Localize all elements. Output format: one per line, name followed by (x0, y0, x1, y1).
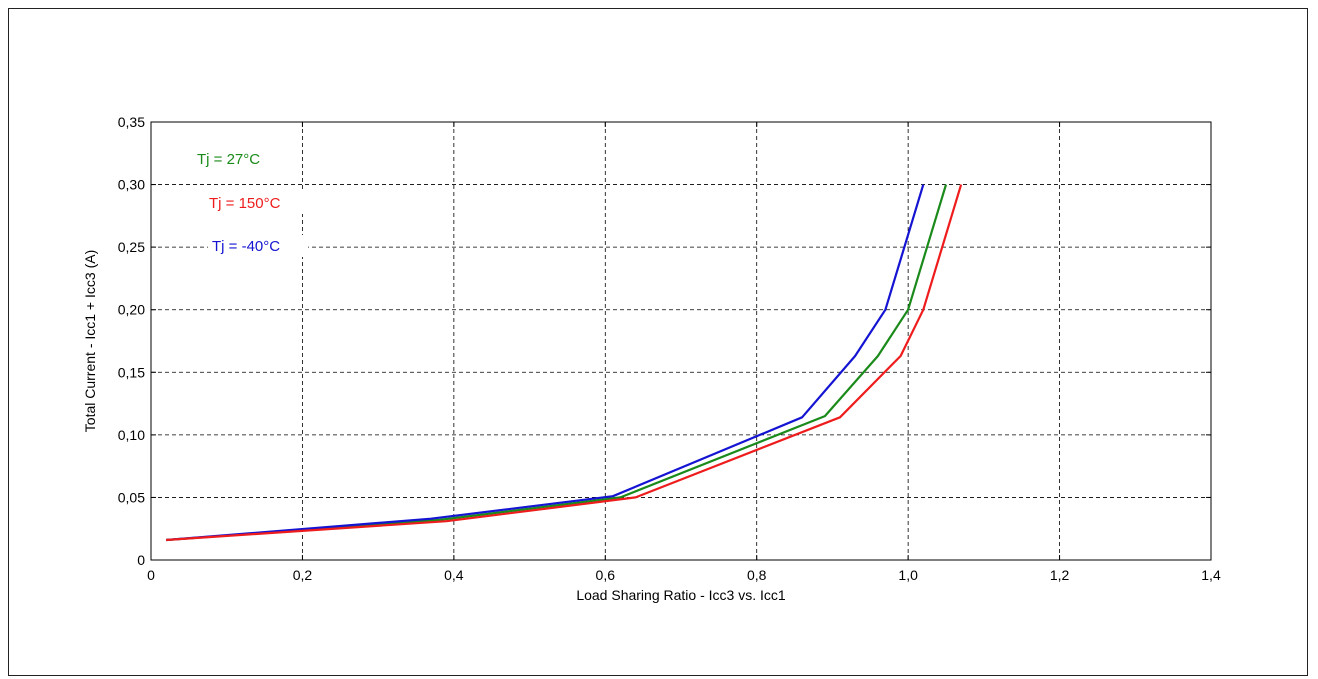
y-tick-label: 0,20 (118, 302, 145, 318)
series-line (166, 184, 948, 542)
x-axis-label: Load Sharing Ratio - Icc3 vs. Icc1 (576, 587, 786, 603)
series-lines (166, 184, 963, 542)
legend: Tj = 27°C Tj = 150°C Tj = -40°C (193, 148, 308, 257)
y-tick-label: 0,25 (118, 239, 145, 255)
x-tick-label: 0 (147, 567, 155, 583)
y-tick-label: 0,15 (118, 364, 145, 380)
axes-box (150, 121, 1212, 561)
legend-bg (193, 148, 293, 170)
x-tick-label: 1,2 (1050, 567, 1070, 583)
x-tick-label: 1,0 (898, 567, 918, 583)
y-tick-label: 0,35 (118, 114, 145, 130)
x-tick-label: 0,2 (293, 567, 313, 583)
chart-plot: 0 0,2 0,4 0,6 0,8 1,0 1,2 1,4 0 0,05 0,10 0,15 0,20 0… (82, 114, 1221, 603)
x-tick-label: 0,4 (444, 567, 464, 583)
y-tick-label: 0,10 (118, 427, 145, 443)
series-line (166, 184, 925, 542)
y-tick-label: 0,30 (118, 177, 145, 193)
x-tick-label: 0,8 (747, 567, 767, 583)
grid-lines (151, 122, 1211, 560)
x-tick-label: 1,4 (1201, 567, 1221, 583)
series-line (166, 184, 963, 542)
legend-bg (205, 192, 305, 214)
x-tick-label: 0,6 (596, 567, 616, 583)
chart-frame: 0 0,2 0,4 0,6 0,8 1,0 1,2 1,4 0 0,05 0,10 0,15 0,20 0… (8, 8, 1308, 676)
legend-entry: Tj = 150°C (209, 195, 281, 212)
y-tick-label: 0 (137, 552, 145, 568)
legend-entry: Tj = 27°C (197, 151, 260, 168)
y-axis-label: Total Current - Icc1 + Icc3 (A) (82, 250, 98, 432)
legend-bg (208, 235, 308, 257)
axis-ticks: 0 0,2 0,4 0,6 0,8 1,0 1,2 1,4 0 0,05 0,10 0,15 0,20 0… (118, 114, 1221, 583)
y-tick-label: 0,05 (118, 489, 145, 505)
legend-entry: Tj = -40°C (212, 238, 280, 255)
